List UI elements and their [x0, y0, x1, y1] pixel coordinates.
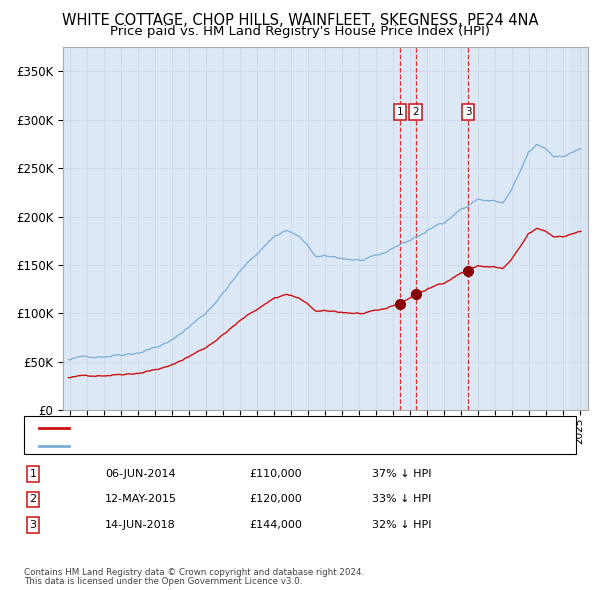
Text: 2: 2: [412, 107, 419, 117]
Text: 3: 3: [29, 520, 37, 530]
Text: 12-MAY-2015: 12-MAY-2015: [105, 494, 177, 504]
Text: 33% ↓ HPI: 33% ↓ HPI: [372, 494, 431, 504]
Text: WHITE COTTAGE, CHOP HILLS, WAINFLEET, SKEGNESS, PE24 4NA (detached house): WHITE COTTAGE, CHOP HILLS, WAINFLEET, SK…: [75, 423, 490, 433]
Text: £120,000: £120,000: [249, 494, 302, 504]
Text: HPI: Average price, detached house, East Lindsey: HPI: Average price, detached house, East…: [75, 441, 322, 451]
Text: 3: 3: [465, 107, 472, 117]
Text: 1: 1: [29, 469, 37, 479]
Text: £110,000: £110,000: [249, 469, 302, 479]
Text: Contains HM Land Registry data © Crown copyright and database right 2024.: Contains HM Land Registry data © Crown c…: [24, 568, 364, 577]
Text: 37% ↓ HPI: 37% ↓ HPI: [372, 469, 431, 479]
Text: 06-JUN-2014: 06-JUN-2014: [105, 469, 176, 479]
Text: WHITE COTTAGE, CHOP HILLS, WAINFLEET, SKEGNESS, PE24 4NA: WHITE COTTAGE, CHOP HILLS, WAINFLEET, SK…: [62, 13, 538, 28]
Text: This data is licensed under the Open Government Licence v3.0.: This data is licensed under the Open Gov…: [24, 578, 302, 586]
Text: 2: 2: [29, 494, 37, 504]
Text: Price paid vs. HM Land Registry's House Price Index (HPI): Price paid vs. HM Land Registry's House …: [110, 25, 490, 38]
Text: 1: 1: [397, 107, 403, 117]
Text: 14-JUN-2018: 14-JUN-2018: [105, 520, 176, 530]
Text: £144,000: £144,000: [249, 520, 302, 530]
Bar: [571, 47, 588, 410]
Text: 32% ↓ HPI: 32% ↓ HPI: [372, 520, 431, 530]
